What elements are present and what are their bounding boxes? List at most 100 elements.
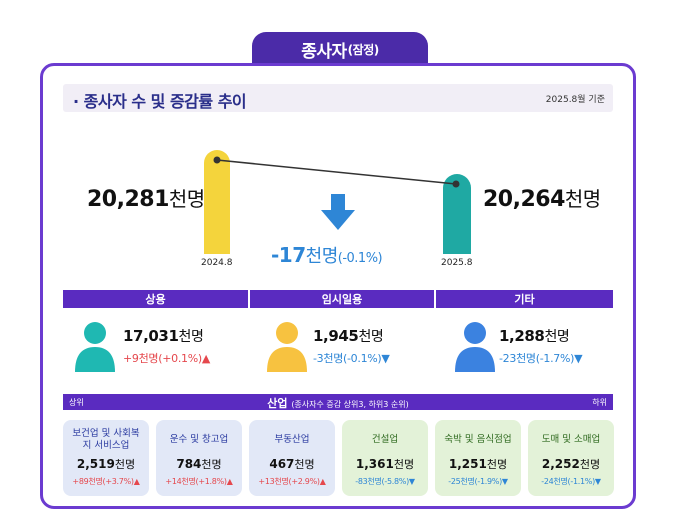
title-tab: 종사자 (잠정) [252,32,428,66]
up-arrow-icon: ▲ [226,477,233,486]
year-2025: 2025.8 [441,258,473,268]
section-title: · 종사자 수 및 증감률 추이 [73,92,247,111]
industry-value: 1,251천명 [435,456,521,472]
industry-change-text: +14천명(+1.8%) [165,477,227,486]
value-2024-number: 20,281 [87,187,169,212]
industry-change: +14천명(+1.8%)▲ [156,476,242,487]
industry-name: 숙박 및 음식점업 [444,434,512,445]
category-change-other: -23천명(-1.7%)▼ [499,350,583,366]
category-value-temporary-number: 1,945 [313,327,359,345]
category-value-regular: 17,031천명 [123,326,204,346]
down-arrow-icon [321,194,355,230]
industry-name: 보건업 및 사회복지 서비스업 [72,428,140,451]
category-header-temporary: 임시일용 [250,290,434,308]
up-arrow-icon: ▲ [201,352,211,365]
industry-change: -25천명(-1.9%)▼ [435,476,521,487]
industry-value-number: 1,251 [448,457,487,471]
industry-title: 산업 (종사자수 증감 상위3, 하위3 순위) [63,395,613,411]
category-value-regular-unit: 천명 [178,329,204,345]
year-2024: 2024.8 [201,258,233,268]
industry-top-label: 상위 [69,398,84,407]
header-band: · 종사자 수 및 증감률 추이 2025.8월 기준 [63,84,613,112]
industry-change-text: -25천명(-1.9%) [448,477,502,486]
person-icon-temporary [267,322,307,372]
category-change-other-text: -23천명(-1.7%) [499,352,575,365]
industry-name: 운수 및 창고업 [169,434,229,445]
industry-box-retail: 도매 및 소매업 2,252천명 -24천명(-1.1%)▼ [528,420,614,496]
industry-change-text: -83천명(-5.8%) [355,477,409,486]
down-arrow-icon: ▼ [594,477,601,486]
value-2025-unit: 천명 [564,187,601,211]
industry-header: 상위 산업 (종사자수 증감 상위3, 하위3 순위) 하위 [63,394,613,410]
industry-value: 2,519천명 [63,456,149,472]
trend-dot-2025 [452,180,460,188]
reference-date: 2025.8월 기준 [545,95,605,105]
industry-title-note: (종사자수 증감 상위3, 하위3 순위) [291,400,409,409]
category-value-temporary-unit: 천명 [358,329,384,345]
down-arrow-icon: ▼ [408,477,415,486]
category-header-other: 기타 [436,290,613,308]
up-arrow-icon: ▲ [133,477,140,486]
category-change-regular-text: +9천명(+0.1%) [123,352,202,365]
industry-box-construction: 건설업 1,361천명 -83천명(-5.8%)▼ [342,420,428,496]
category-value-regular-number: 17,031 [123,327,179,345]
total-change-value: -17 [271,243,306,267]
industry-value-unit: 천명 [579,458,601,471]
person-icon-regular [75,322,115,372]
total-change-pct: (-0.1%) [337,251,383,266]
category-header-regular: 상용 [63,290,248,308]
industry-value: 784천명 [156,456,242,472]
industry-box-transport: 운수 및 창고업 784천명 +14천명(+1.8%)▲ [156,420,242,496]
industry-box-accommodation: 숙박 및 음식점업 1,251천명 -25천명(-1.9%)▼ [435,420,521,496]
category-value-other: 1,288천명 [499,326,570,346]
industry-value-unit: 천명 [294,458,315,471]
industry-value-number: 467 [269,457,295,471]
category-value-other-number: 1,288 [499,327,545,345]
title-main: 종사자 [301,41,347,62]
value-2024: 20,281천명 [87,183,205,212]
trend-dot-2024 [213,156,221,164]
trend-segment [216,159,457,185]
industry-value-number: 2,519 [76,457,115,471]
industry-value-number: 784 [176,457,202,471]
industry-change: +13천명(+2.9%)▲ [249,476,335,487]
industry-value-unit: 천명 [114,458,136,471]
industry-change: -24천명(-1.1%)▼ [528,476,614,487]
industry-change-text: +89천명(+3.7%) [72,477,134,486]
industry-change: +89천명(+3.7%)▲ [63,476,149,487]
industry-change-text: -24천명(-1.1%) [541,477,595,486]
industry-value-unit: 천명 [486,458,508,471]
trend-line [213,156,460,230]
person-icon-other [455,322,495,372]
industry-name: 부동산업 [274,434,310,445]
title-sub: (잠정) [347,42,380,57]
category-change-temporary: -3천명(-0.1%)▼ [313,350,390,366]
value-2025: 20,264천명 [483,183,601,212]
industry-value: 2,252천명 [528,456,614,472]
down-arrow-icon: ▼ [574,352,583,365]
category-change-temporary-text: -3천명(-0.1%) [313,352,382,365]
industry-value-unit: 천명 [393,458,415,471]
industry-box-realestate: 부동산업 467천명 +13천명(+2.9%)▲ [249,420,335,496]
total-change: -17천명(-0.1%) [271,242,383,268]
total-change-unit: 천명 [305,246,339,267]
industry-value: 1,361천명 [342,456,428,472]
down-arrow-icon: ▼ [381,352,390,365]
up-arrow-icon: ▲ [319,477,326,486]
industry-value-unit: 천명 [201,458,222,471]
industry-bottom-label: 하위 [592,398,607,407]
industry-name: 도매 및 소매업 [541,434,601,445]
industry-value-number: 2,252 [541,457,580,471]
category-change-regular: +9천명(+0.1%)▲ [123,350,210,366]
main-card: · 종사자 수 및 증감률 추이 2025.8월 기준 20,281천명 20,… [40,63,636,509]
value-2024-unit: 천명 [168,187,205,211]
value-2025-number: 20,264 [483,187,565,212]
industry-name: 건설업 [371,434,399,445]
industry-change-text: +13천명(+2.9%) [258,477,320,486]
pill-2024 [204,150,230,254]
industry-box-health: 보건업 및 사회복지 서비스업 2,519천명 +89천명(+3.7%)▲ [63,420,149,496]
down-arrow-icon: ▼ [501,477,508,486]
category-value-other-unit: 천명 [544,329,570,345]
industry-value-number: 1,361 [355,457,394,471]
category-value-temporary: 1,945천명 [313,326,384,346]
